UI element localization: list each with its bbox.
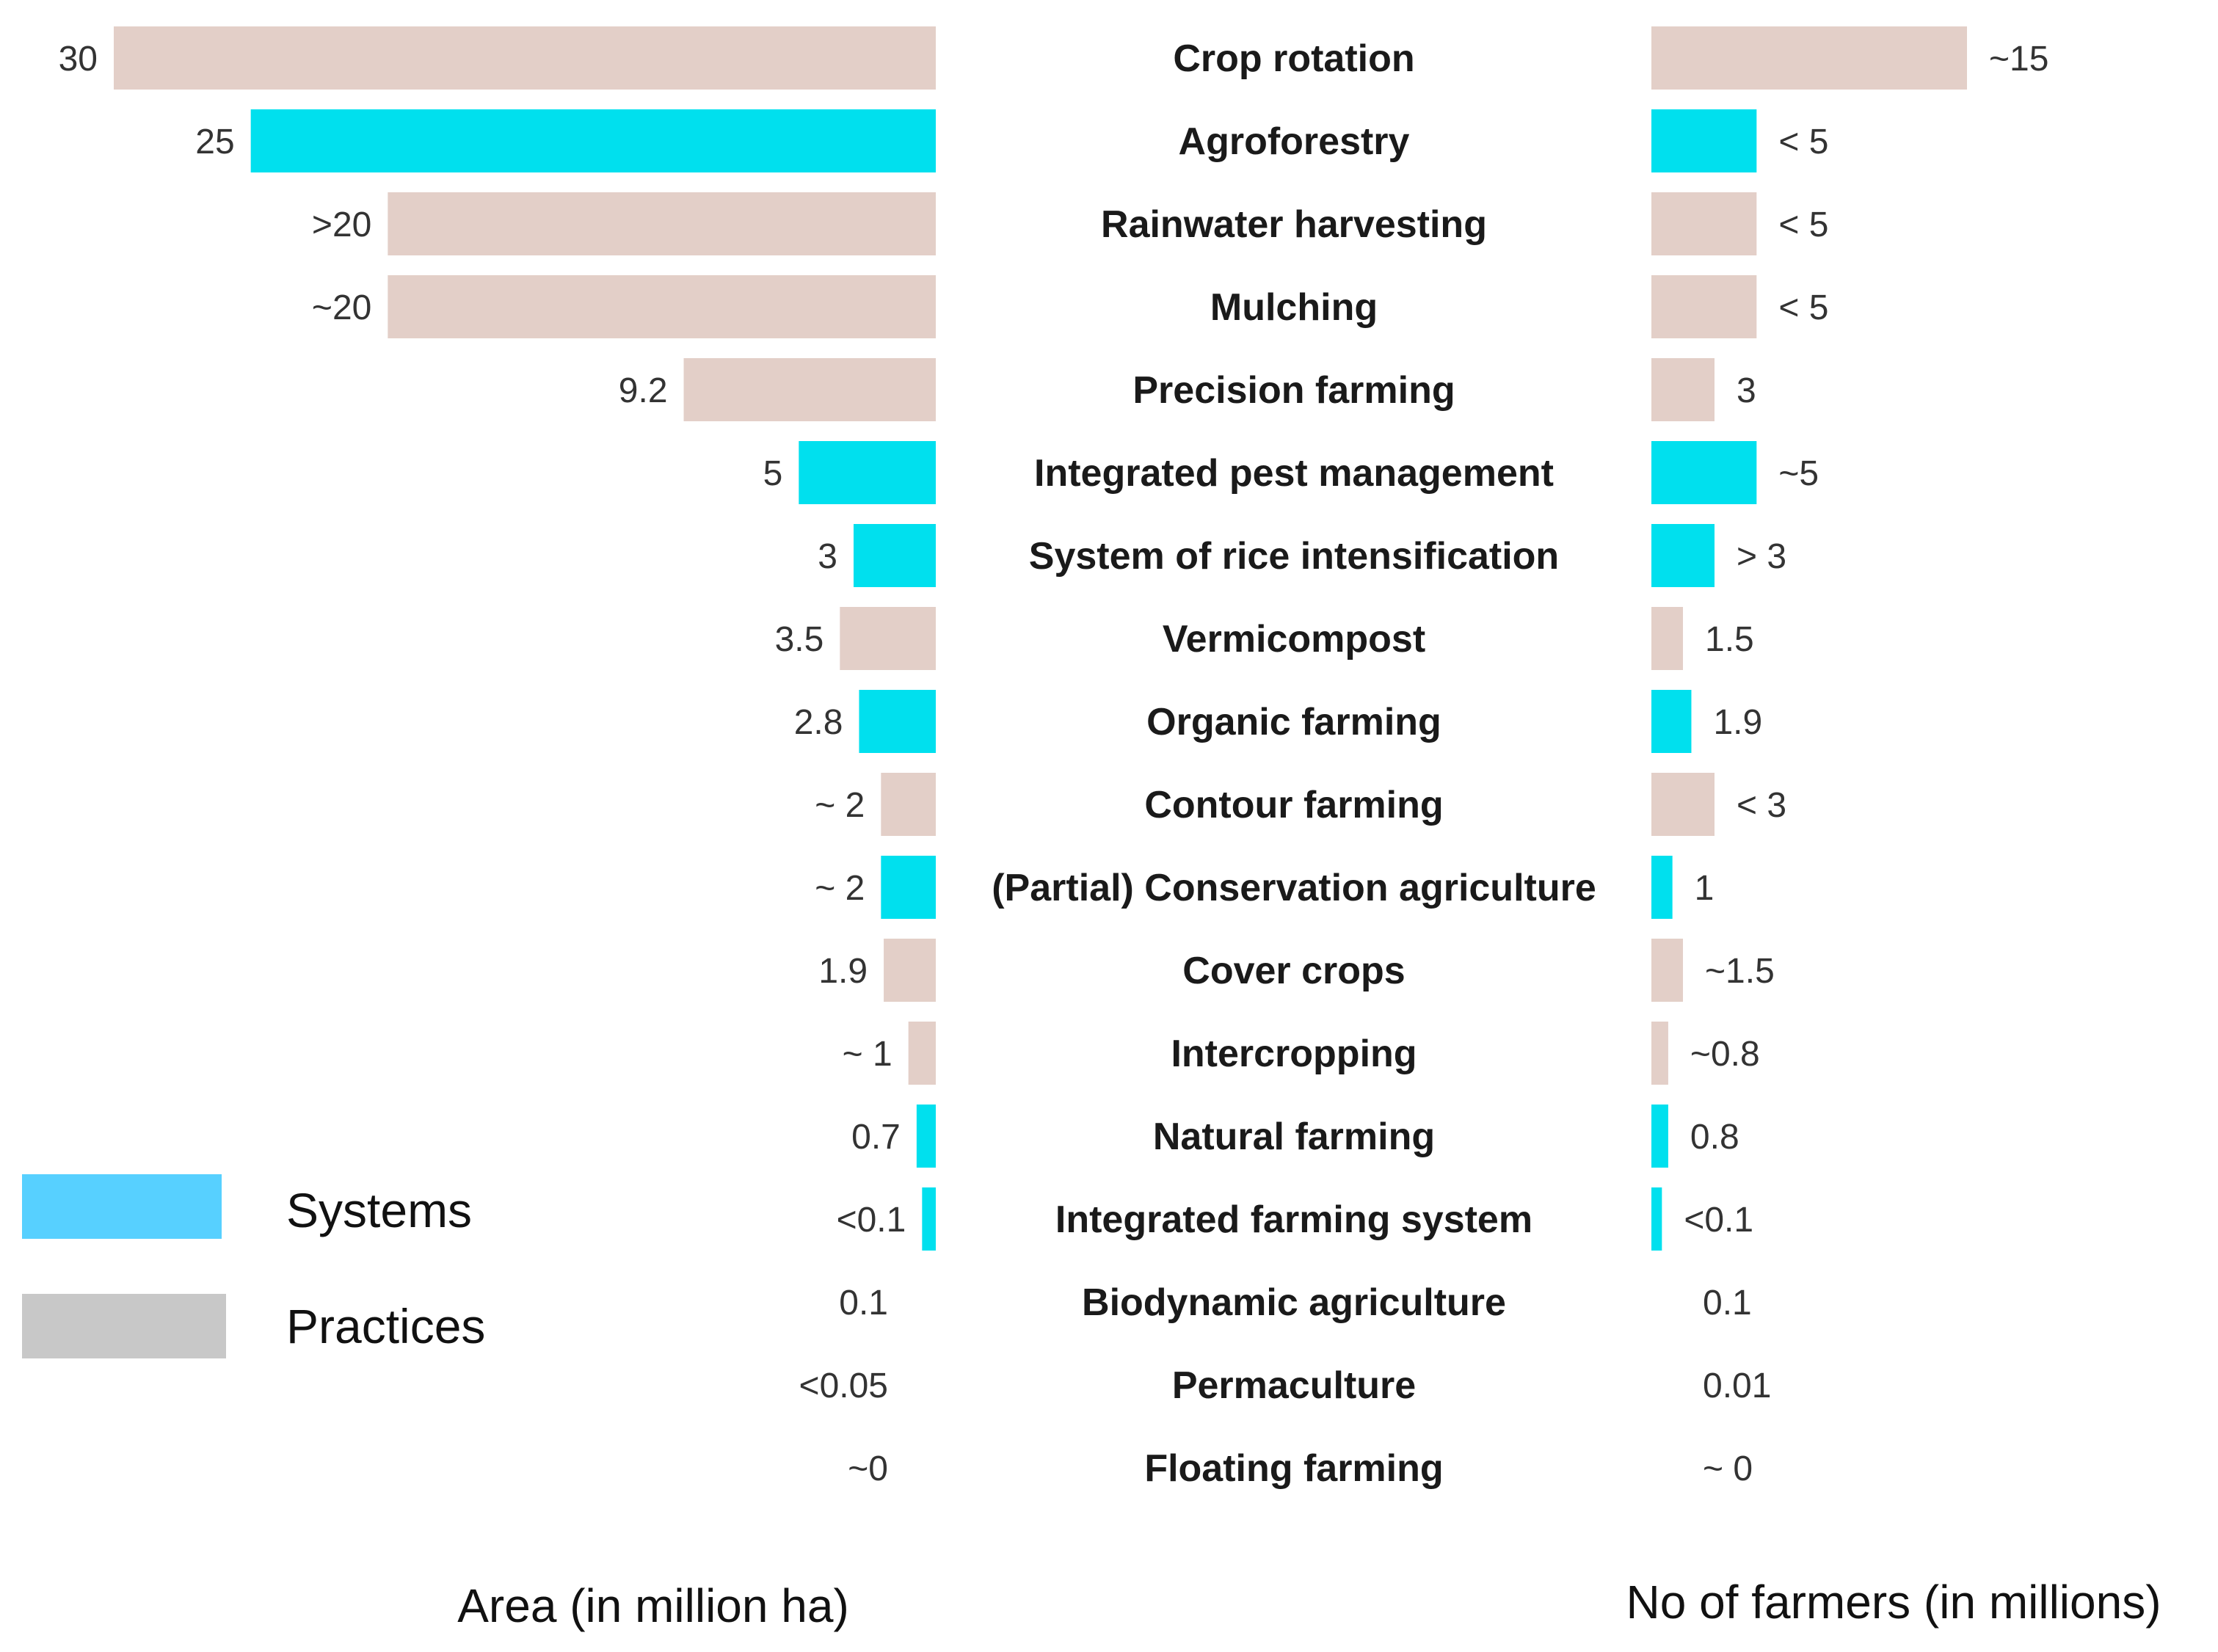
farmers-value-label: > 3 <box>1737 537 1786 576</box>
area-bar-integrated-pest-management <box>799 441 936 504</box>
farmers-bar-natural-farming <box>1651 1105 1668 1168</box>
area-bar-contour-farming <box>881 773 936 836</box>
category-label: (Partial) Conservation agriculture <box>992 867 1596 909</box>
farmers-bar-crop-rotation <box>1651 26 1967 90</box>
farmers-value-label: 0.01 <box>1703 1367 1771 1405</box>
area-value-label: ~0 <box>848 1449 888 1488</box>
category-label: Cover crops <box>1182 950 1405 992</box>
farmers-value-label: 1.9 <box>1713 703 1762 742</box>
area-bar-intercropping <box>908 1022 936 1085</box>
area-value-label: 3.5 <box>775 620 824 659</box>
farmers-bar-contour-farming <box>1651 773 1715 836</box>
farmers-value-label: 3 <box>1737 371 1756 410</box>
area-value-label: 30 <box>59 40 98 79</box>
farmers-bar-integrated-farming-system <box>1651 1187 1662 1251</box>
area-value-label: 25 <box>195 123 234 161</box>
farmers-bar-cover-crops <box>1651 939 1683 1002</box>
area-value-label: 5 <box>763 454 783 493</box>
farmers-value-labels: ~15 < 5 < 5 < 5 3 ~5 > 3 1.5 1.9 < 3 1 ~1.5 ~0.8 0.8 <… <box>1684 40 2048 1488</box>
farmers-bar-rainwater-harvesting <box>1651 192 1757 255</box>
area-bar-mulching <box>388 275 936 338</box>
farmers-value-label: < 5 <box>1778 205 1828 244</box>
category-label: Floating farming <box>1144 1447 1443 1490</box>
area-value-label: 2.8 <box>794 703 843 742</box>
category-label: Natural farming <box>1153 1116 1435 1158</box>
area-value-label: <0.1 <box>837 1201 906 1240</box>
category-labels: Crop rotation Agroforestry Rainwater harve… <box>992 37 1596 1490</box>
category-label: Mulching <box>1210 286 1378 329</box>
category-label: System of rice intensification <box>1029 535 1559 578</box>
area-bar-partial-conservation-agriculture <box>881 856 936 919</box>
farmers-value-label: 1 <box>1695 869 1715 908</box>
area-bar-organic-farming <box>859 690 936 753</box>
area-bar-rainwater-harvesting <box>388 192 936 255</box>
legend-practices-swatch <box>22 1294 226 1358</box>
left-axis-title: Area (in million ha) <box>457 1579 849 1632</box>
area-bar-agroforestry <box>250 109 937 172</box>
area-value-labels: 30 25 >20 ~20 9.2 5 3 3.5 2.8 ~ 2 ~ 2 1.9 ~ 1 0.7 <0.1… <box>59 40 906 1488</box>
category-label: Intercropping <box>1171 1033 1417 1075</box>
farmers-bar-partial-conservation-agriculture <box>1651 856 1673 919</box>
area-value-label: 9.2 <box>619 371 668 410</box>
area-bars <box>114 26 937 1251</box>
farmers-bar-agroforestry <box>1651 109 1757 172</box>
farmers-bar-integrated-pest-management <box>1651 441 1757 504</box>
farmers-bar-organic-farming <box>1651 690 1692 753</box>
farmers-value-label: 1.5 <box>1705 620 1754 659</box>
farmers-value-label: ~5 <box>1778 454 1819 493</box>
farmers-value-label: ~ 0 <box>1703 1449 1753 1488</box>
area-bar-integrated-farming-system <box>922 1187 936 1251</box>
farmers-value-label: ~1.5 <box>1705 952 1775 991</box>
category-label: Integrated pest management <box>1034 452 1554 495</box>
area-bar-system-of-rice-intensification <box>854 524 936 587</box>
area-bar-precision-farming <box>683 358 936 421</box>
area-value-label: ~ 2 <box>815 786 865 825</box>
area-value-label: <0.05 <box>799 1367 888 1405</box>
legend-practices-label: Practices <box>286 1299 485 1353</box>
category-label: Contour farming <box>1144 784 1443 826</box>
area-bar-natural-farming <box>916 1105 936 1168</box>
farmers-value-label: ~0.8 <box>1690 1035 1760 1074</box>
farmers-value-label: < 5 <box>1778 123 1828 161</box>
category-label: Vermicompost <box>1163 618 1425 661</box>
area-value-label: ~ 1 <box>843 1035 892 1074</box>
farmers-bar-vermicompost <box>1651 607 1683 670</box>
area-value-label: 0.7 <box>851 1118 901 1157</box>
area-bar-vermicompost <box>840 607 936 670</box>
area-value-label: 1.9 <box>818 952 868 991</box>
farmers-bar-system-of-rice-intensification <box>1651 524 1715 587</box>
farmers-bar-mulching <box>1651 275 1757 338</box>
farmers-value-label: < 5 <box>1778 288 1828 327</box>
farmers-bar-precision-farming <box>1651 358 1715 421</box>
area-value-label: 3 <box>818 537 837 576</box>
farmers-value-label: 0.8 <box>1690 1118 1739 1157</box>
legend-systems-swatch <box>22 1174 222 1239</box>
legend: Systems Practices <box>22 1174 485 1358</box>
farmers-value-label: ~15 <box>1989 40 2048 79</box>
area-value-label: ~ 2 <box>815 869 865 908</box>
farmers-value-label: <0.1 <box>1684 1201 1753 1240</box>
area-value-label: ~20 <box>312 288 371 327</box>
category-label: Organic farming <box>1146 701 1441 743</box>
category-label: Rainwater harvesting <box>1101 203 1487 246</box>
farmers-value-label: 0.1 <box>1703 1284 1752 1322</box>
farmers-bar-intercropping <box>1651 1022 1668 1085</box>
category-label: Biodynamic agriculture <box>1082 1281 1506 1324</box>
right-axis-title: No of farmers (in millions) <box>1626 1576 2161 1629</box>
category-label: Precision farming <box>1132 369 1455 412</box>
legend-systems-label: Systems <box>286 1183 472 1237</box>
farmers-bars <box>1651 26 1967 1251</box>
area-bar-crop-rotation <box>114 26 936 90</box>
farmers-value-label: < 3 <box>1737 786 1786 825</box>
category-label: Crop rotation <box>1173 37 1414 80</box>
category-label: Integrated farming system <box>1055 1198 1532 1241</box>
category-label: Agroforestry <box>1179 120 1410 163</box>
area-value-label: >20 <box>312 205 371 244</box>
area-bar-cover-crops <box>884 939 936 1002</box>
category-label: Permaculture <box>1172 1364 1416 1407</box>
area-value-label: 0.1 <box>839 1284 888 1322</box>
